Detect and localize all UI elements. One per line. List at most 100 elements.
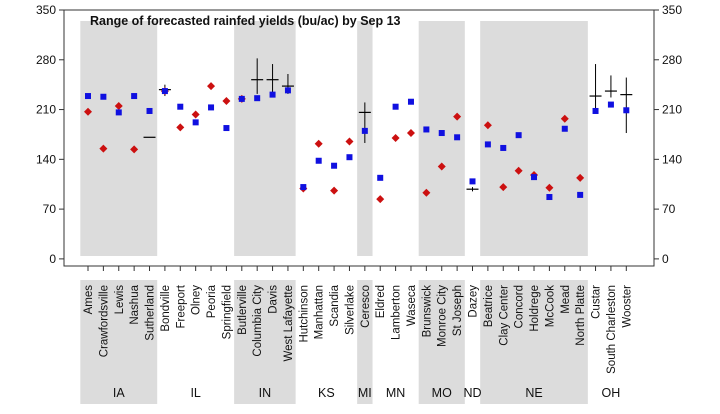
blue-square-point [561, 125, 568, 132]
site-label: Crawfordsville [98, 285, 110, 357]
red-diamond-point [560, 114, 569, 123]
blue-square-point [115, 109, 122, 116]
site-label: Lamberton [391, 285, 403, 340]
state-label-ks: KS [318, 386, 335, 400]
state-label-ia: IA [113, 386, 125, 400]
site-label: South Charleston [606, 285, 618, 374]
state-label-band-mi [357, 280, 373, 404]
blue-square-point [500, 144, 507, 151]
red-diamond-point [330, 186, 339, 195]
red-diamond-point [406, 129, 415, 138]
site-label: Manhattan [314, 285, 326, 339]
site-label: Bondville [160, 285, 172, 332]
site-label: Brunswick [421, 285, 433, 338]
site-label: Butlerville [237, 285, 249, 335]
y-tick-label-left: 0 [49, 252, 56, 266]
red-diamond-point [376, 195, 385, 204]
blue-square-point [254, 95, 261, 102]
site-label: West Lafayette [283, 285, 295, 362]
site-label: Davis [268, 285, 280, 314]
site-label: Columbia City [252, 285, 264, 357]
state-label-mi: MI [358, 386, 372, 400]
red-diamond-point [222, 97, 231, 106]
state-band-in [234, 21, 296, 256]
blue-square-point [423, 126, 430, 133]
site-label: Nashua [129, 284, 141, 324]
red-diamond-point [391, 134, 400, 142]
blue-square-point [192, 119, 199, 126]
blue-square-point [269, 91, 276, 98]
site-label: McCook [544, 285, 556, 327]
site-label: Springfield [221, 285, 233, 339]
state-band-ne [480, 21, 588, 256]
blue-square-point [623, 107, 630, 114]
blue-square-point [407, 98, 414, 105]
y-tick-label-right: 280 [662, 53, 682, 67]
blue-square-point [85, 93, 91, 100]
blue-square-point [515, 132, 522, 139]
site-label: Holdrege [529, 285, 541, 332]
y-tick-label-right: 210 [662, 103, 682, 117]
plot-frame [63, 9, 655, 267]
blue-square-point [531, 174, 538, 181]
blue-square-point [161, 88, 168, 95]
blue-square-point [484, 141, 491, 148]
blue-square-point [331, 162, 338, 169]
y-tick-label-left: 280 [36, 53, 56, 67]
red-diamond-point [114, 102, 123, 110]
site-label: Lewis [114, 285, 126, 315]
site-label: Hutchinson [298, 285, 310, 343]
state-label-in: IN [259, 386, 272, 400]
state-label-nd: ND [463, 386, 481, 400]
site-label: Waseca [406, 284, 418, 326]
red-diamond-point [499, 183, 508, 192]
blue-square-point [377, 174, 384, 181]
state-label-band-ne [480, 280, 588, 404]
site-labels: Ames Crawfordsville Lewis Nashua Sutherland B… [83, 284, 633, 374]
y-tick-label-right: 140 [662, 152, 682, 166]
red-diamond-point [84, 107, 92, 116]
red-diamond-point [176, 123, 185, 132]
site-label: Dazey [468, 285, 480, 318]
site-label: Peoria [206, 284, 218, 318]
blue-square-point [546, 194, 553, 201]
blue-square-point [592, 107, 599, 114]
site-label: North Platte [575, 285, 587, 346]
site-label: Concord [514, 285, 526, 328]
blue-square-point [284, 87, 291, 94]
y-tick-label-left: 140 [36, 152, 56, 166]
blue-square-point [208, 104, 215, 111]
state-label-ne: NE [525, 386, 542, 400]
blue-square-point [454, 134, 461, 141]
red-diamond-point [345, 137, 354, 146]
site-label: Wooster [621, 285, 633, 328]
red-diamond-point [453, 112, 462, 121]
blue-square-point [315, 157, 322, 164]
state-label-mn: MN [386, 386, 405, 400]
site-label: Monroe City [437, 285, 449, 347]
y-tick-label-left: 210 [36, 103, 56, 117]
state-label-band-ia [80, 280, 158, 404]
y-tick-label-right: 70 [662, 202, 676, 216]
site-label: Ceresco [360, 285, 372, 328]
site-label: St Joseph [452, 285, 464, 336]
blue-square-point [300, 184, 307, 191]
site-label: Clay Center [498, 285, 510, 346]
red-diamond-point [576, 173, 585, 182]
state-bands [80, 21, 588, 256]
y-axis-left: 0 70 140 210 280 350 [36, 3, 64, 266]
red-diamond-point [130, 145, 139, 154]
y-tick-label-left: 350 [36, 3, 56, 17]
state-label-oh: OH [602, 386, 621, 400]
state-labels: IA IL IN KS MI MN MO ND NE OH [113, 386, 620, 400]
site-label: Beatrice [483, 285, 495, 327]
red-diamond-point [191, 110, 200, 119]
blue-square-point [100, 93, 107, 100]
red-diamond-point [437, 162, 446, 171]
site-label: Sutherland [145, 285, 157, 341]
site-label: Mead [560, 285, 572, 314]
blue-square-point [607, 101, 614, 108]
site-label: Ames [83, 285, 95, 315]
